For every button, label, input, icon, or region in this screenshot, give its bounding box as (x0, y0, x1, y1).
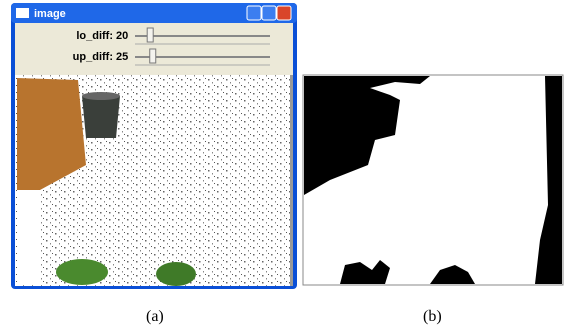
slider-value: 25 (116, 51, 128, 63)
window-icon (16, 8, 29, 18)
plant (56, 259, 108, 285)
image-b (303, 75, 563, 285)
floor (17, 190, 40, 285)
pot (82, 96, 120, 138)
caption: (b) (423, 308, 442, 326)
figure: image lo_diff:20up_diff:25 (a) (b) (0, 0, 568, 329)
close-button[interactable] (277, 6, 291, 20)
slider-label: up_diff: (73, 51, 113, 63)
maximize-button[interactable] (262, 6, 276, 20)
pot-rim (82, 92, 120, 100)
slider-thumb[interactable] (147, 28, 153, 42)
plant (156, 262, 196, 286)
caption: (a) (146, 308, 164, 326)
slider-thumb[interactable] (150, 49, 156, 63)
window-title: image (34, 8, 66, 20)
minimize-button[interactable] (247, 6, 261, 20)
slider-value: 20 (116, 30, 128, 42)
slider-label: lo_diff: (76, 30, 113, 42)
image-edge (290, 75, 293, 286)
